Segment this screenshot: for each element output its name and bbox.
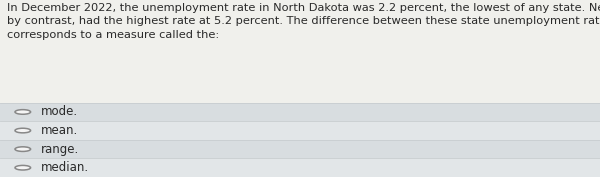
FancyBboxPatch shape [0,121,600,140]
Circle shape [15,128,31,133]
Text: mean.: mean. [41,124,78,137]
Text: range.: range. [41,143,79,156]
FancyBboxPatch shape [0,140,600,158]
Circle shape [15,165,31,170]
Circle shape [15,110,31,114]
FancyBboxPatch shape [0,103,600,121]
Text: In December 2022, the unemployment rate in North Dakota was 2.2 percent, the low: In December 2022, the unemployment rate … [7,3,600,40]
FancyBboxPatch shape [0,0,600,103]
Text: median.: median. [41,161,89,174]
Text: mode.: mode. [41,105,78,118]
Circle shape [15,147,31,152]
FancyBboxPatch shape [0,158,600,177]
